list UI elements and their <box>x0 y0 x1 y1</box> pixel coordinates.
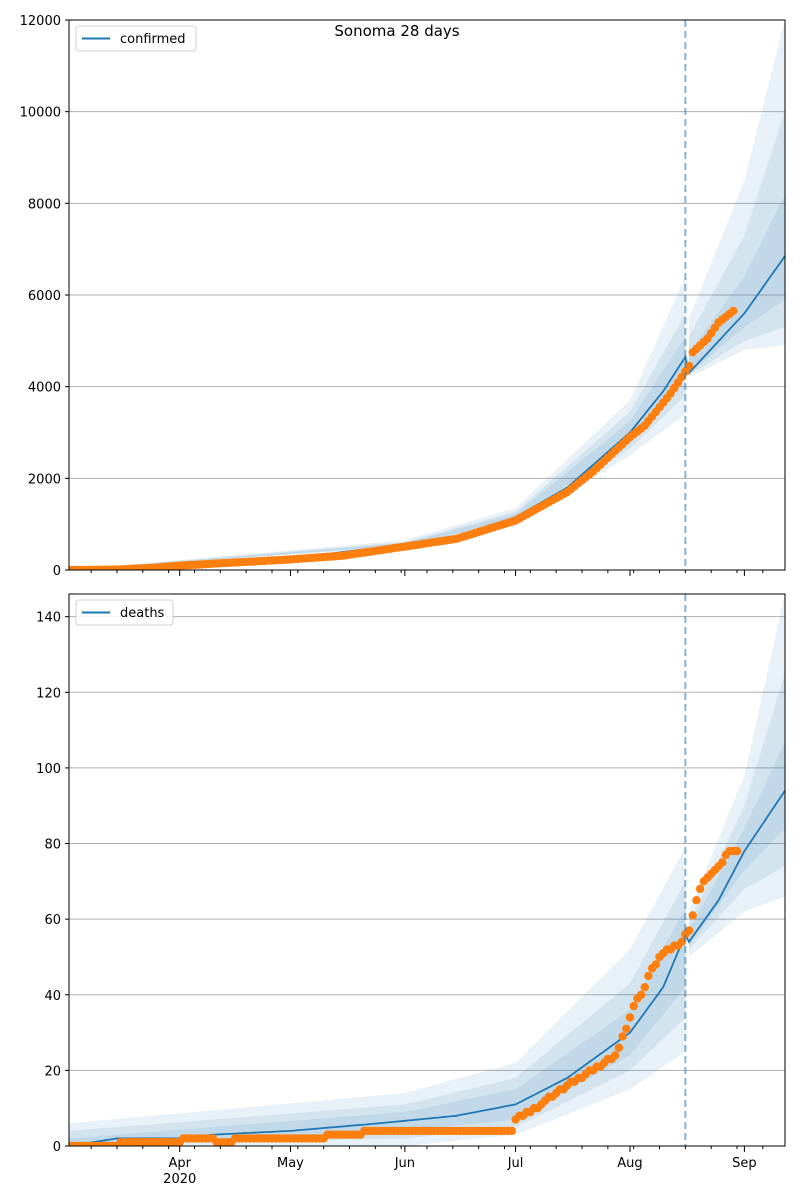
legend-label: confirmed <box>120 32 186 47</box>
observed-point <box>732 846 742 856</box>
legend-box <box>75 25 197 52</box>
observed-point <box>695 884 705 894</box>
observed-point <box>640 983 649 992</box>
observed-point <box>507 1126 517 1136</box>
observed-point <box>636 990 646 999</box>
uncertainty-band <box>69 313 686 570</box>
uncertainty-band <box>689 741 785 946</box>
uncertainty-band <box>689 673 785 950</box>
legend-label: deaths <box>120 606 165 621</box>
observed-point <box>677 937 686 946</box>
observed-point <box>618 1032 627 1041</box>
uncertainty-band <box>689 111 785 376</box>
legend-box <box>75 599 174 626</box>
observed-point <box>611 1051 620 1060</box>
observed-point <box>688 911 697 920</box>
observed-point <box>684 361 694 371</box>
legend: confirmed <box>75 25 197 52</box>
y-tick-label: 20 <box>44 1064 61 1079</box>
uncertainty-band <box>69 847 686 1146</box>
observed-point <box>684 926 694 935</box>
legend: deaths <box>75 599 174 626</box>
y-tick-label: 10000 <box>20 106 61 121</box>
x-tick-sublabel: 2020 <box>163 1172 196 1187</box>
y-tick-label: 4000 <box>28 381 61 396</box>
uncertainty-band <box>69 276 686 570</box>
uncertainty-band <box>689 594 785 957</box>
uncertainty-band <box>69 907 686 1146</box>
observed-point <box>629 1001 638 1011</box>
x-tick-label: Jul <box>507 1156 524 1171</box>
observed-point <box>692 896 701 905</box>
observed-point <box>622 1024 631 1034</box>
x-tick-label: May <box>277 1156 304 1171</box>
y-tick-label: 2000 <box>28 472 61 487</box>
y-tick-label: 80 <box>44 838 61 853</box>
x-tick-label: Sep <box>732 1156 757 1171</box>
y-tick-label: 0 <box>53 564 61 579</box>
x-tick-label: Apr <box>168 1156 191 1171</box>
y-tick-label: 100 <box>36 762 61 777</box>
observed-point <box>651 960 660 969</box>
y-tick-label: 12000 <box>20 14 61 29</box>
figure-title: Sonoma 28 days <box>334 22 459 40</box>
y-tick-label: 60 <box>44 913 61 928</box>
plot-area <box>69 20 785 570</box>
observed-point <box>729 306 738 316</box>
observed-point <box>614 1043 624 1052</box>
plot-area <box>69 594 785 1146</box>
observed-point <box>718 858 727 867</box>
y-tick-label: 8000 <box>28 197 61 212</box>
uncertainty-band <box>69 881 686 1146</box>
y-tick-label: 6000 <box>28 289 61 304</box>
y-tick-label: 0 <box>53 1140 61 1155</box>
y-tick-label: 120 <box>36 686 61 701</box>
y-tick-label: 140 <box>36 611 61 626</box>
observed-point <box>625 1013 635 1022</box>
observed-point <box>644 971 653 981</box>
x-tick-label: Jun <box>394 1156 415 1171</box>
confirmed-panel: 0 2000 4000 6000 8000 10000 12000 confirmed <box>20 14 786 579</box>
y-tick-label: 40 <box>44 989 61 1004</box>
x-tick-label: Aug <box>617 1156 642 1171</box>
uncertainty-band <box>689 20 785 378</box>
